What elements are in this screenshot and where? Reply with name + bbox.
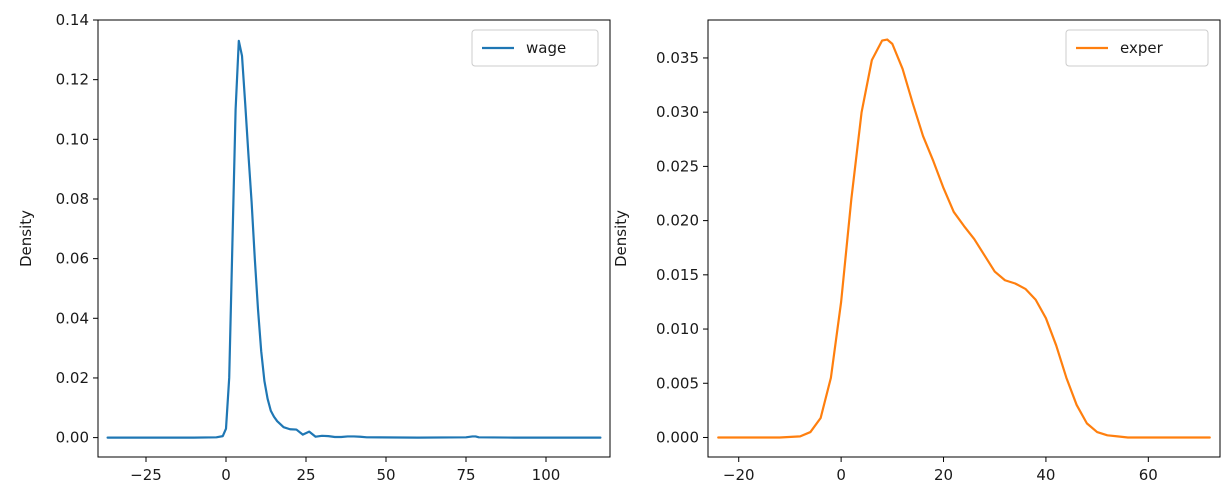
x-tick-label: 60 <box>1139 466 1158 484</box>
y-tick-label: 0.035 <box>656 49 699 67</box>
legend: exper <box>1065 29 1209 67</box>
x-tick-label: −20 <box>723 466 755 484</box>
x-tick-label: 20 <box>934 466 953 484</box>
y-tick-label: 0.015 <box>656 266 699 284</box>
y-tick-label: 0.06 <box>56 250 89 268</box>
legend-box <box>471 29 599 67</box>
x-tick-label: 50 <box>376 466 395 484</box>
y-tick-label: 0.08 <box>56 190 89 208</box>
legend: wage <box>471 29 599 67</box>
x-tick-label: 100 <box>532 466 561 484</box>
y-tick-label: 0.030 <box>656 103 699 121</box>
exper-density-chart: −20 0 20 40 60 0.000 0.005 0.010 0.015 0.020 0.025… <box>612 19 1221 484</box>
y-tick-label: 0.02 <box>56 369 89 387</box>
y-tick-label: 0.10 <box>56 130 89 148</box>
y-tick-label: 0.04 <box>56 309 89 327</box>
wage-series-line <box>106 39 602 439</box>
y-tick-label: 0.14 <box>56 11 89 29</box>
y-tick-label: 0.12 <box>56 71 89 89</box>
legend-label: exper <box>1120 39 1164 57</box>
plot-frame <box>97 19 611 458</box>
y-tick-label: 0.000 <box>656 428 699 446</box>
x-tick-label: 25 <box>296 466 315 484</box>
y-tick-label: 0.010 <box>656 320 699 338</box>
y-tick-label: 0.005 <box>656 374 699 392</box>
y-tick-label: 0.00 <box>56 429 89 447</box>
y-tick-label: 0.020 <box>656 212 699 230</box>
wage-density-chart: −25 0 25 50 75 100 0.00 0.02 0.04 0.06 0.08 0.10 0.1… <box>17 11 611 484</box>
y-tick-label: 0.025 <box>656 157 699 175</box>
x-tick-label: 75 <box>456 466 475 484</box>
x-tick-label: 0 <box>836 466 846 484</box>
exper-series-line <box>717 38 1211 439</box>
x-tick-label: 40 <box>1036 466 1055 484</box>
legend-box <box>1065 29 1209 67</box>
y-axis-label: Density <box>17 210 35 267</box>
x-tick-label: 0 <box>221 466 231 484</box>
plot-frame <box>707 19 1221 458</box>
legend-label: wage <box>526 39 566 57</box>
x-tick-label: −25 <box>130 466 162 484</box>
y-axis-label: Density <box>612 210 630 267</box>
